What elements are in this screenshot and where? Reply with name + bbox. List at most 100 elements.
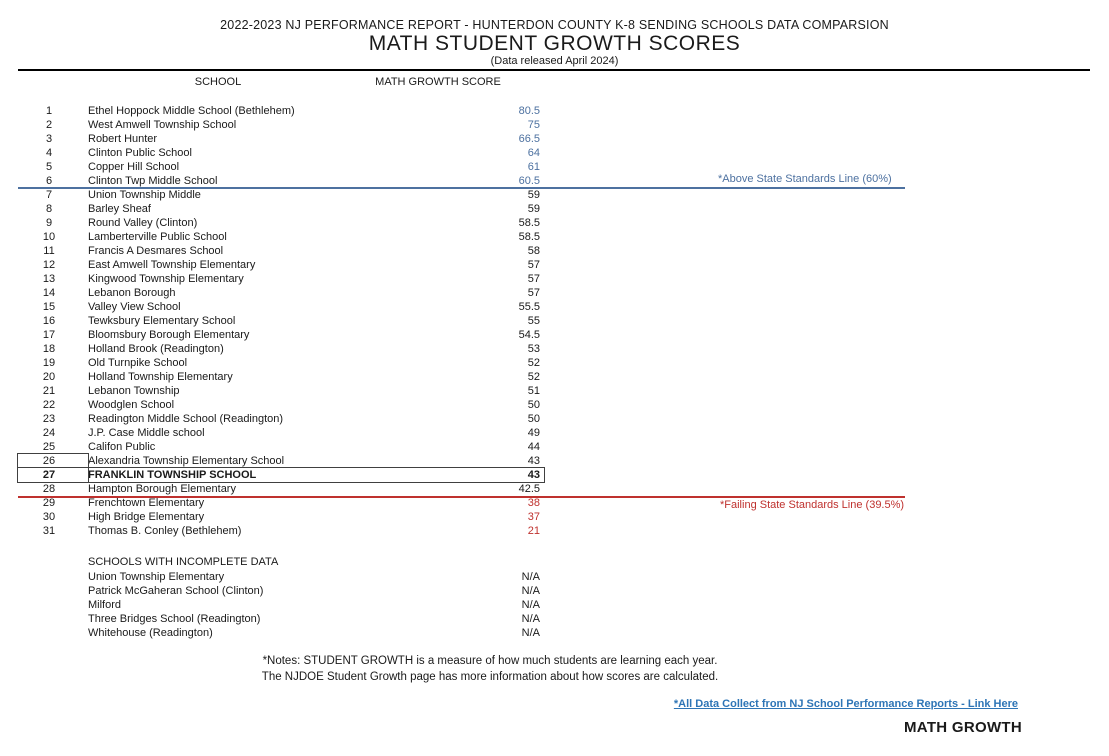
growth-score: 50 [527,399,540,411]
growth-score: 52 [527,357,540,369]
row-rank: 4 [45,147,53,159]
growth-score: 57 [527,273,540,285]
data-source-link[interactable]: *All Data Collect from NJ School Perform… [673,698,1018,710]
row-rank: 30 [42,511,56,523]
school-name: Holland Brook (Readington) [88,343,224,355]
school-table-body: 1 Ethel Hoppock Middle School (Bethlehem)… [17,104,1090,538]
growth-score: N/A [521,627,540,639]
school-name: Bloomsbury Borough Elementary [88,329,250,341]
growth-score: 55.5 [518,301,540,313]
growth-score: 64 [527,147,540,159]
growth-score: 57 [527,287,540,299]
row-rank: 1 [45,105,53,117]
table-row: 4 Clinton Public School 64 [18,146,1090,160]
row-rank: 8 [45,203,53,215]
growth-score: 58.5 [518,231,540,243]
table-row: Three Bridges School (Readington) N/A [18,612,1090,626]
school-name: Clinton Public School [88,147,192,159]
growth-score: 58.5 [518,217,540,229]
school-name: Robert Hunter [88,133,158,145]
growth-score: 80.5 [518,105,540,117]
notes-block: *Notes: STUDENT GROWTH is a measure of h… [200,653,780,685]
row-rank: 24 [42,427,56,439]
growth-score: 37 [527,511,540,523]
table-row: 8 Barley Sheaf 59 [18,202,1090,216]
school-name: Readington Middle School (Readington) [88,413,284,425]
notes-line-2: The NJDOE Student Growth page has more i… [261,671,719,683]
school-name: Union Township Middle [88,189,201,201]
table-row: 29 Frenchtown Elementary 38 [18,496,1090,510]
school-name: Milford [88,599,122,611]
table-row: 18 Holland Brook (Readington) 53 [18,342,1090,356]
school-name: Kingwood Township Elementary [88,273,244,285]
row-rank: 18 [42,343,56,355]
report-subtitle: (Data released April 2024) [490,55,619,67]
table-row: 12 East Amwell Township Elementary 57 [18,258,1090,272]
growth-score: 60.5 [518,175,540,187]
row-rank: 15 [42,301,56,313]
school-name: Union Township Elementary [88,571,225,583]
growth-score: N/A [521,599,540,611]
table-row: 30 High Bridge Elementary 37 [18,510,1090,524]
table-row: 26 Alexandria Township Elementary School 4… [17,453,1090,468]
school-name: Whitehouse (Readington) [88,627,213,639]
table-row: 5 Copper Hill School 61 [18,160,1090,174]
school-name: Lamberterville Public School [88,231,227,243]
row-rank: 31 [42,525,56,537]
growth-score: 55 [527,315,540,327]
row-rank: 10 [42,231,56,243]
notes-line-1: *Notes: STUDENT GROWTH is a measure of h… [262,655,718,667]
row-rank: 13 [42,273,56,285]
row-rank: 11 [43,245,55,257]
table-row: Patrick McGaheran School (Clinton) N/A [18,584,1090,598]
row-rank: 26 [42,455,56,467]
school-name: Old Turnpike School [88,357,188,369]
table-row: 7 Union Township Middle 59 [18,188,1090,202]
column-header-school: SCHOOL [194,76,242,88]
growth-score: 50 [527,413,540,425]
table-row: 14 Lebanon Borough 57 [18,286,1090,300]
growth-score: 54.5 [518,329,540,341]
school-name: Francis A Desmares School [88,245,224,257]
row-rank: 19 [42,357,56,369]
row-rank: 3 [45,133,53,145]
table-row: 19 Old Turnpike School 52 [18,356,1090,370]
school-name: Lebanon Township [88,385,180,397]
row-rank: 28 [42,483,56,495]
school-name: Three Bridges School (Readington) [88,613,261,625]
table-row: 25 Califon Public 44 [18,440,1090,454]
table-row: 3 Robert Hunter 66.5 [18,132,1090,146]
school-name: Copper Hill School [88,161,180,173]
growth-score: N/A [521,585,540,597]
school-name: Lebanon Borough [88,287,176,299]
report-supertitle: 2022-2023 NJ PERFORMANCE REPORT - HUNTER… [220,18,889,32]
table-row: 27 FRANKLIN TOWNSHIP SCHOOL 43 [17,467,1090,483]
school-name: Thomas B. Conley (Bethlehem) [88,525,242,537]
row-rank: 27 [42,469,56,481]
row-rank: 25 [42,441,56,453]
row-rank: 20 [42,371,56,383]
table-row: 13 Kingwood Township Elementary 57 [18,272,1090,286]
row-rank: 5 [45,161,53,173]
growth-score: 58 [527,245,540,257]
school-name: High Bridge Elementary [88,511,205,523]
school-name: West Amwell Township School [88,119,237,131]
table-row: 1 Ethel Hoppock Middle School (Bethlehem)… [18,104,1090,118]
growth-score: 53 [527,343,540,355]
growth-score: 75 [527,119,540,131]
growth-score: 57 [527,259,540,271]
table-row: 2 West Amwell Township School 75 [18,118,1090,132]
failing-standards-line [18,496,905,498]
table-row: 20 Holland Township Elementary 52 [18,370,1090,384]
header-divider [18,69,1090,71]
school-name: Round Valley (Clinton) [88,217,198,229]
growth-score: 59 [527,203,540,215]
school-name: Barley Sheaf [88,203,151,215]
school-name: Clinton Twp Middle School [88,175,218,187]
school-name: Alexandria Township Elementary School [88,455,285,467]
table-row: 22 Woodglen School 50 [18,398,1090,412]
table-row: 17 Bloomsbury Borough Elementary 54.5 [18,328,1090,342]
failing-standards-label: *Failing State Standards Line (39.5%) [720,499,905,511]
table-row: 31 Thomas B. Conley (Bethlehem) 21 [18,524,1090,538]
column-header-score: MATH GROWTH SCORE [375,76,501,88]
